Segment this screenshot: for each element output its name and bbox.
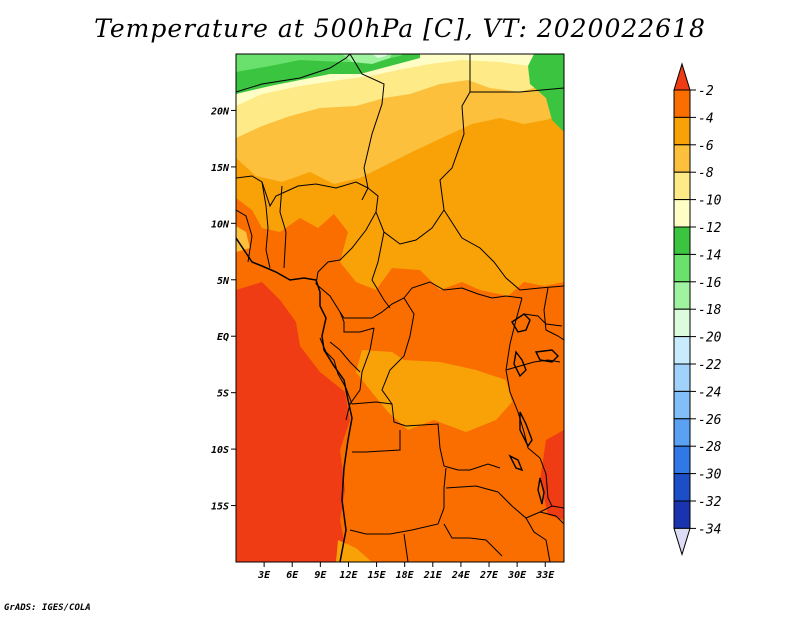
- colorbar-box: [673, 308, 691, 338]
- colorbar-box: [673, 281, 691, 310]
- colorbar-box: [673, 418, 691, 447]
- colorbar-label: -30: [698, 468, 722, 483]
- colorbar-label: -28: [698, 440, 722, 455]
- colorbar-box: [673, 363, 691, 392]
- colorbar-bottom-arrow: [673, 527, 691, 557]
- colorbar-label: -14: [698, 248, 721, 263]
- colorbar-box: [673, 473, 691, 502]
- colorbar-box: [673, 253, 691, 283]
- colorbar: -2 -4 -6 -8 -10 -12 -14 -16 -18 -20 -22 -24 -26 -28 -3…: [673, 62, 722, 557]
- colorbar-label: -22: [698, 358, 722, 373]
- lon-tick-label: 3E: [257, 570, 271, 581]
- colorbar-box: [673, 116, 691, 146]
- colorbar-label: -34: [698, 522, 721, 537]
- lon-tick-label: 15E: [368, 570, 387, 581]
- lon-tick-label: 24E: [451, 570, 471, 581]
- lat-tick-label: 10N: [211, 219, 230, 230]
- colorbar-box: [673, 199, 691, 228]
- colorbar-label: -2: [698, 84, 714, 99]
- lon-tick-label: 18E: [396, 570, 415, 581]
- colorbar-label: -10: [698, 194, 722, 209]
- band-minus6-south: [336, 540, 372, 562]
- colorbar-box: [673, 144, 691, 173]
- lat-tick-label: 15N: [211, 163, 230, 174]
- colorbar-box: [673, 89, 691, 118]
- lon-tick-label: 21E: [423, 570, 443, 581]
- colorbar-box: [673, 445, 691, 475]
- colorbar-label: -20: [698, 331, 722, 346]
- colorbar-box: [673, 500, 691, 529]
- colorbar-top-arrow: [673, 62, 691, 91]
- grads-credit: GrADS: IGES/COLA: [4, 603, 91, 613]
- colorbar-label: -18: [698, 303, 722, 318]
- band-minus6-center: [356, 350, 512, 432]
- colorbar-label: -12: [698, 221, 722, 236]
- colorbar-label: -8: [698, 166, 714, 181]
- band-minus14-nw: [236, 54, 420, 94]
- colorbar-box: [673, 171, 691, 201]
- coastline: [236, 237, 353, 562]
- lon-tick-label: 30E: [507, 570, 527, 581]
- lon-axis: 3E 6E 9E 12E 15E 18E 21E 24E 27E 30E 33E: [257, 562, 555, 581]
- colorbar-label: -6: [698, 139, 714, 154]
- band-minus8-patch: [236, 226, 250, 252]
- band-minus2-east: [540, 430, 564, 520]
- lakes: [508, 313, 559, 505]
- colorbar-box: [673, 390, 691, 420]
- lon-tick-label: 12E: [339, 570, 358, 581]
- band-minus20: [372, 54, 388, 58]
- colorbar-label: -32: [698, 495, 722, 510]
- colorbar-box: [673, 336, 691, 365]
- lat-tick-label: 10S: [211, 445, 229, 456]
- lon-tick-label: 27E: [479, 570, 499, 581]
- lon-tick-label: 33E: [535, 570, 555, 581]
- band-minus14-ne: [528, 54, 564, 132]
- colorbar-label: -24: [698, 385, 721, 400]
- temperature-field: [236, 54, 564, 562]
- colorbar-label: -16: [698, 276, 722, 291]
- lat-tick-label: 15S: [211, 502, 229, 513]
- lat-tick-label: 5S: [217, 389, 229, 400]
- lat-axis: 20N 15N 10N 5N EQ 5S 10S 15S: [210, 106, 236, 513]
- lat-tick-label: EQ: [217, 332, 229, 343]
- band-minus2-west: [236, 282, 350, 562]
- lon-tick-label: 6E: [286, 570, 299, 581]
- lat-tick-label: 20N: [210, 106, 230, 117]
- map-frame: [235, 53, 565, 563]
- colorbar-box: [673, 226, 691, 255]
- lat-tick-label: 5N: [217, 276, 230, 287]
- map-title: Temperature at 500hPa [C], VT: 202002261…: [94, 14, 706, 43]
- colorbar-label: -4: [698, 111, 714, 126]
- colorbar-label: -26: [698, 413, 722, 428]
- lon-tick-label: 9E: [314, 570, 327, 581]
